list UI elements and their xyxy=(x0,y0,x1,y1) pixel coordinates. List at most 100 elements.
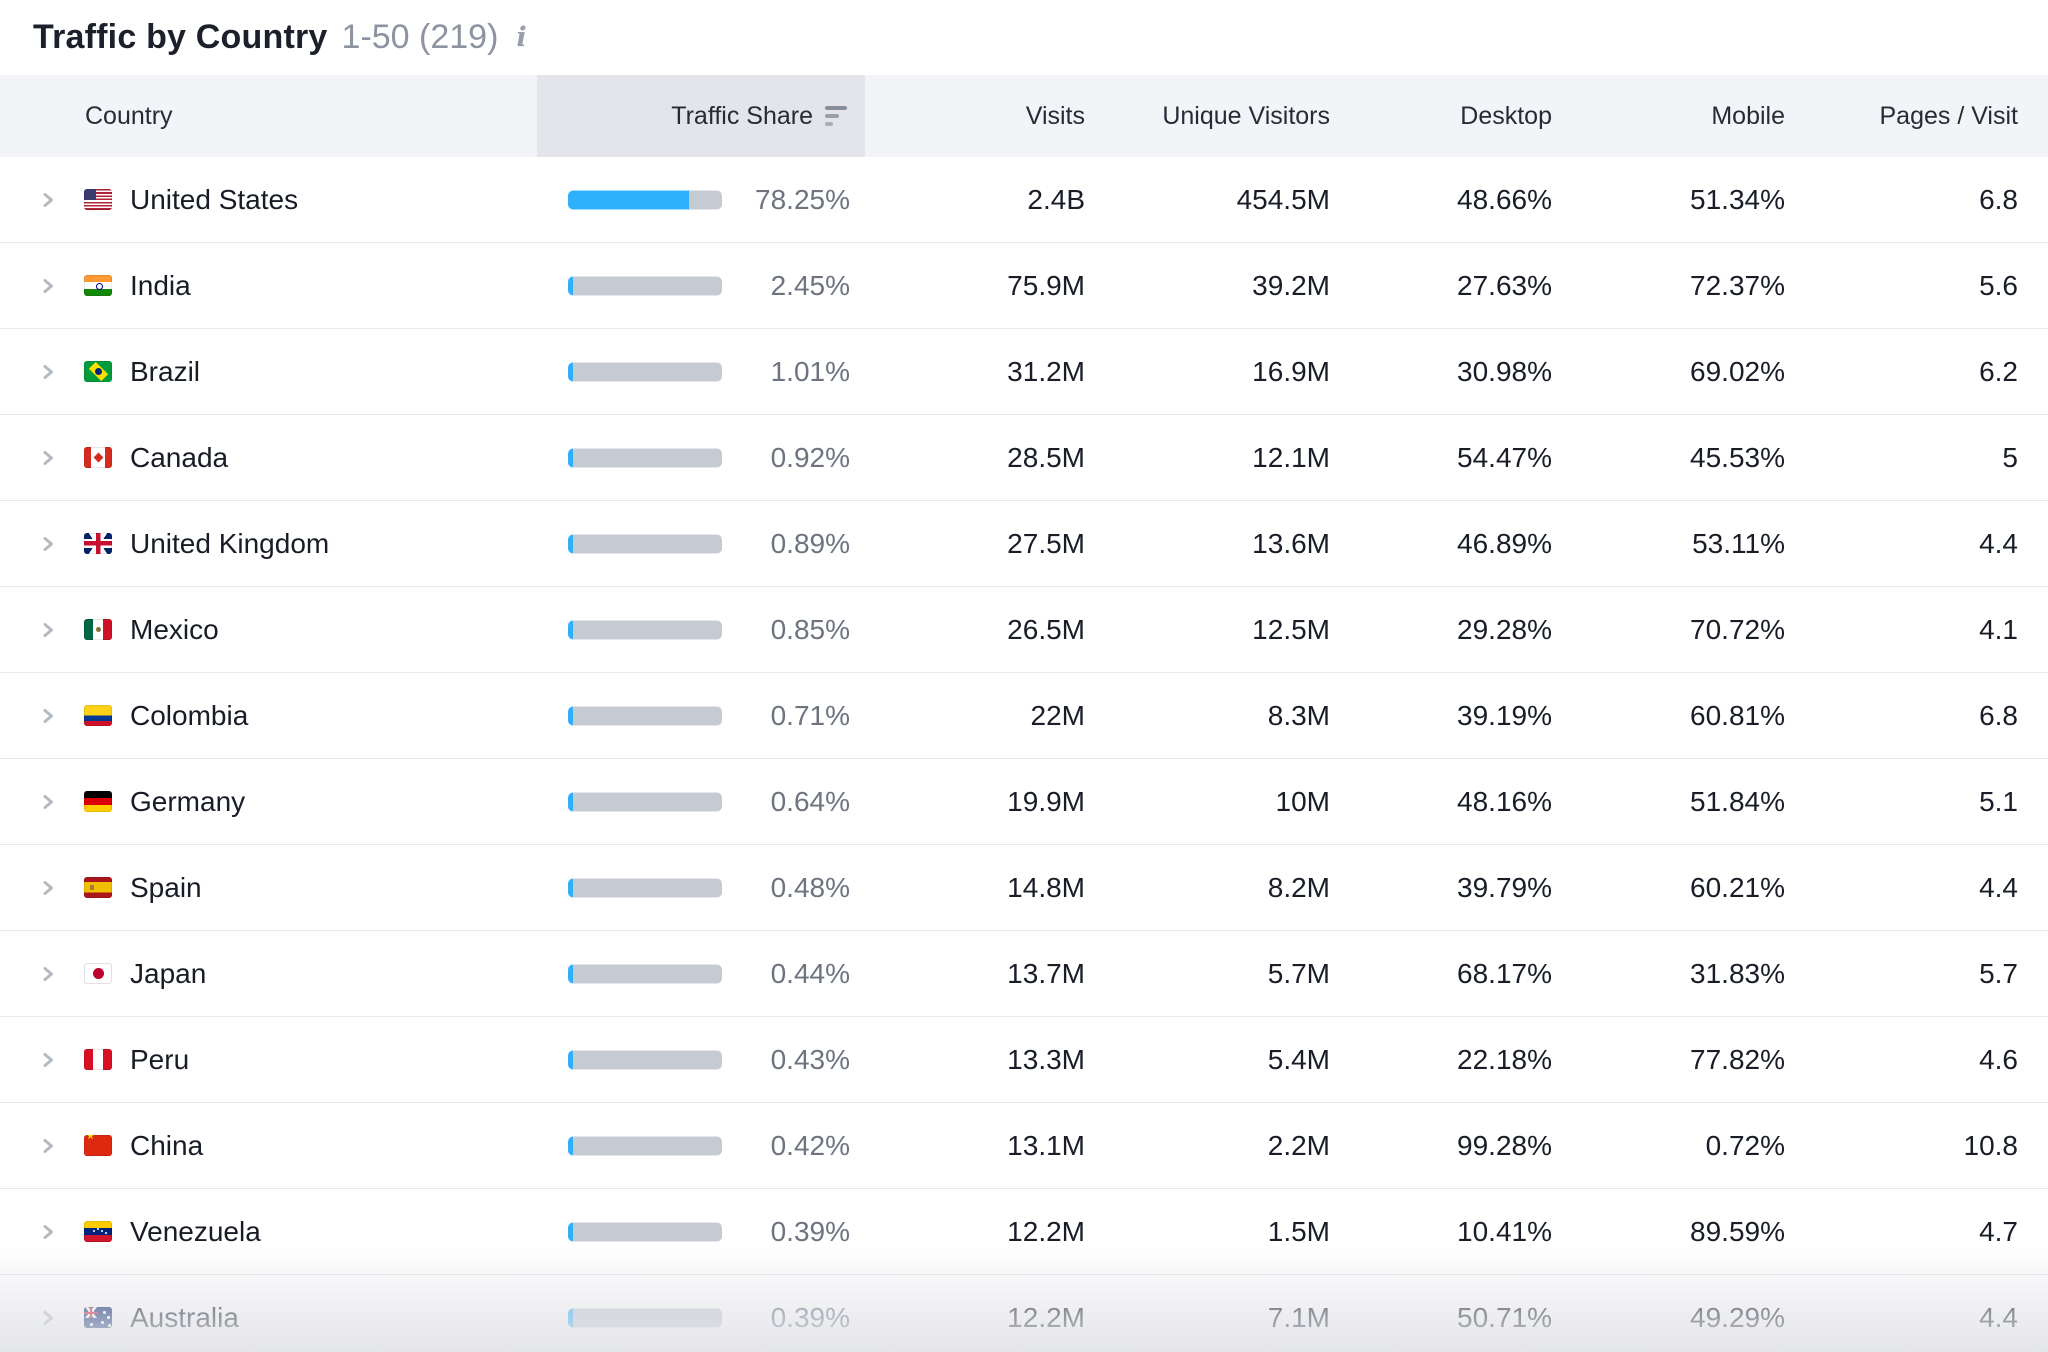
desktop-share-value: 10.41% xyxy=(1457,1215,1552,1247)
flag-icon-ca xyxy=(84,447,112,468)
table-row[interactable]: Mexico 0.85% 26.5M 12.5M 29.28% 70.72% 4… xyxy=(0,587,2048,673)
desktop-share-value: 68.17% xyxy=(1457,957,1552,989)
table-row[interactable]: Canada 0.92% 28.5M 12.1M 54.47% 45.53% 5 xyxy=(0,415,2048,501)
country-name: Japan xyxy=(130,957,207,989)
expand-chevron-icon[interactable] xyxy=(39,363,57,381)
traffic-share-value: 0.89% xyxy=(770,527,850,559)
unique-visitors-value: 1.5M xyxy=(1267,1215,1330,1247)
table-row[interactable]: Venezuela 0.39% 12.2M 1.5M 10.41% 89.59%… xyxy=(0,1189,2048,1275)
traffic-share-bar xyxy=(568,190,722,209)
country-name: Canada xyxy=(130,441,229,473)
expand-chevron-icon[interactable] xyxy=(39,707,57,725)
traffic-share-cell: 0.92% xyxy=(537,415,865,500)
table-row[interactable]: China 0.42% 13.1M 2.2M 99.28% 0.72% 10.8 xyxy=(0,1103,2048,1189)
widget-titlebar: Traffic by Country 1-50 (219) i xyxy=(0,0,2048,75)
country-cell: Venezuela xyxy=(0,1216,537,1248)
unique-visitors-value: 7.1M xyxy=(1267,1301,1330,1333)
expand-chevron-icon[interactable] xyxy=(39,449,57,467)
expand-chevron-icon[interactable] xyxy=(39,191,57,209)
traffic-share-bar xyxy=(568,964,722,983)
column-header-desktop[interactable]: Desktop xyxy=(1330,75,1552,157)
table-row[interactable]: United States 78.25% 2.4B 454.5M 48.66% … xyxy=(0,157,2048,243)
expand-chevron-icon[interactable] xyxy=(39,277,57,295)
table-row[interactable]: Japan 0.44% 13.7M 5.7M 68.17% 31.83% 5.7 xyxy=(0,931,2048,1017)
pages-per-visit-value: 4.7 xyxy=(1979,1215,2018,1247)
column-header-label: Traffic Share xyxy=(671,101,813,130)
country-name: United States xyxy=(130,183,299,215)
traffic-share-value: 0.64% xyxy=(770,785,850,817)
traffic-share-value: 2.45% xyxy=(770,269,850,301)
flag-icon-in xyxy=(84,275,112,296)
traffic-share-cell: 0.42% xyxy=(537,1103,865,1188)
traffic-share-value: 0.42% xyxy=(770,1129,850,1161)
country-cell: Canada xyxy=(0,442,537,474)
mobile-share-value: 0.72% xyxy=(1705,1129,1785,1161)
expand-chevron-icon[interactable] xyxy=(39,1309,57,1327)
expand-chevron-icon[interactable] xyxy=(39,965,57,983)
traffic-share-cell: 0.39% xyxy=(537,1275,865,1352)
column-header-pages-per-visit[interactable]: Pages / Visit xyxy=(1785,75,2018,157)
table-row[interactable]: United Kingdom 0.89% 27.5M 13.6M 46.89% … xyxy=(0,501,2048,587)
unique-visitors-value: 2.2M xyxy=(1267,1129,1330,1161)
expand-chevron-icon[interactable] xyxy=(39,793,57,811)
unique-visitors-value: 454.5M xyxy=(1236,183,1330,215)
expand-chevron-icon[interactable] xyxy=(39,621,57,639)
flag-icon-ve xyxy=(84,1221,112,1242)
country-cell: Japan xyxy=(0,958,537,990)
mobile-share-value: 60.81% xyxy=(1690,699,1785,731)
column-header-label: Mobile xyxy=(1711,101,1785,130)
pages-per-visit-value: 6.8 xyxy=(1979,699,2018,731)
desktop-share-value: 39.79% xyxy=(1457,871,1552,903)
traffic-share-value: 0.39% xyxy=(770,1301,850,1333)
country-name: Venezuela xyxy=(130,1215,261,1247)
traffic-share-value: 1.01% xyxy=(770,355,850,387)
traffic-share-value: 0.39% xyxy=(770,1215,850,1247)
visits-value: 22M xyxy=(1030,699,1085,731)
expand-chevron-icon[interactable] xyxy=(39,535,57,553)
desktop-share-value: 29.28% xyxy=(1457,613,1552,645)
table-row[interactable]: India 2.45% 75.9M 39.2M 27.63% 72.37% 5.… xyxy=(0,243,2048,329)
column-header-visits[interactable]: Visits xyxy=(865,75,1085,157)
visits-value: 12.2M xyxy=(1007,1215,1085,1247)
visits-value: 28.5M xyxy=(1007,441,1085,473)
unique-visitors-value: 16.9M xyxy=(1252,355,1330,387)
flag-icon-gb xyxy=(84,533,112,554)
column-header-traffic-share[interactable]: Traffic Share xyxy=(537,75,865,157)
table-row[interactable]: Brazil 1.01% 31.2M 16.9M 30.98% 69.02% 6… xyxy=(0,329,2048,415)
flag-icon-br xyxy=(84,361,112,382)
traffic-share-bar xyxy=(568,276,722,295)
column-header-label: Country xyxy=(85,101,173,130)
expand-chevron-icon[interactable] xyxy=(39,1051,57,1069)
pages-per-visit-value: 5.6 xyxy=(1979,269,2018,301)
traffic-share-bar xyxy=(568,1136,722,1155)
flag-icon-mx xyxy=(84,619,112,640)
column-header-country[interactable]: Country xyxy=(0,75,537,157)
country-cell: United States xyxy=(0,184,537,216)
country-name: China xyxy=(130,1129,204,1161)
info-icon[interactable]: i xyxy=(516,22,527,53)
table-row[interactable]: Australia 0.39% 12.2M 7.1M 50.71% 49.29%… xyxy=(0,1275,2048,1352)
column-header-label: Unique Visitors xyxy=(1162,101,1330,130)
country-cell: Brazil xyxy=(0,356,537,388)
unique-visitors-value: 5.4M xyxy=(1267,1043,1330,1075)
visits-value: 26.5M xyxy=(1007,613,1085,645)
traffic-share-bar xyxy=(568,534,722,553)
expand-chevron-icon[interactable] xyxy=(39,1137,57,1155)
table-row[interactable]: Peru 0.43% 13.3M 5.4M 22.18% 77.82% 4.6 xyxy=(0,1017,2048,1103)
column-header-mobile[interactable]: Mobile xyxy=(1552,75,1785,157)
table-row[interactable]: Germany 0.64% 19.9M 10M 48.16% 51.84% 5.… xyxy=(0,759,2048,845)
table-row[interactable]: Colombia 0.71% 22M 8.3M 39.19% 60.81% 6.… xyxy=(0,673,2048,759)
mobile-share-value: 49.29% xyxy=(1690,1301,1785,1333)
traffic-share-bar xyxy=(568,792,722,811)
page-title: Traffic by Country xyxy=(33,18,328,56)
traffic-share-value: 78.25% xyxy=(755,183,850,215)
expand-chevron-icon[interactable] xyxy=(39,1223,57,1241)
table-row[interactable]: Spain 0.48% 14.8M 8.2M 39.79% 60.21% 4.4 xyxy=(0,845,2048,931)
country-name: Peru xyxy=(130,1043,190,1075)
traffic-share-bar xyxy=(568,448,722,467)
column-header-unique-visitors[interactable]: Unique Visitors xyxy=(1085,75,1330,157)
expand-chevron-icon[interactable] xyxy=(39,879,57,897)
visits-value: 13.3M xyxy=(1007,1043,1085,1075)
mobile-share-value: 51.84% xyxy=(1690,785,1785,817)
